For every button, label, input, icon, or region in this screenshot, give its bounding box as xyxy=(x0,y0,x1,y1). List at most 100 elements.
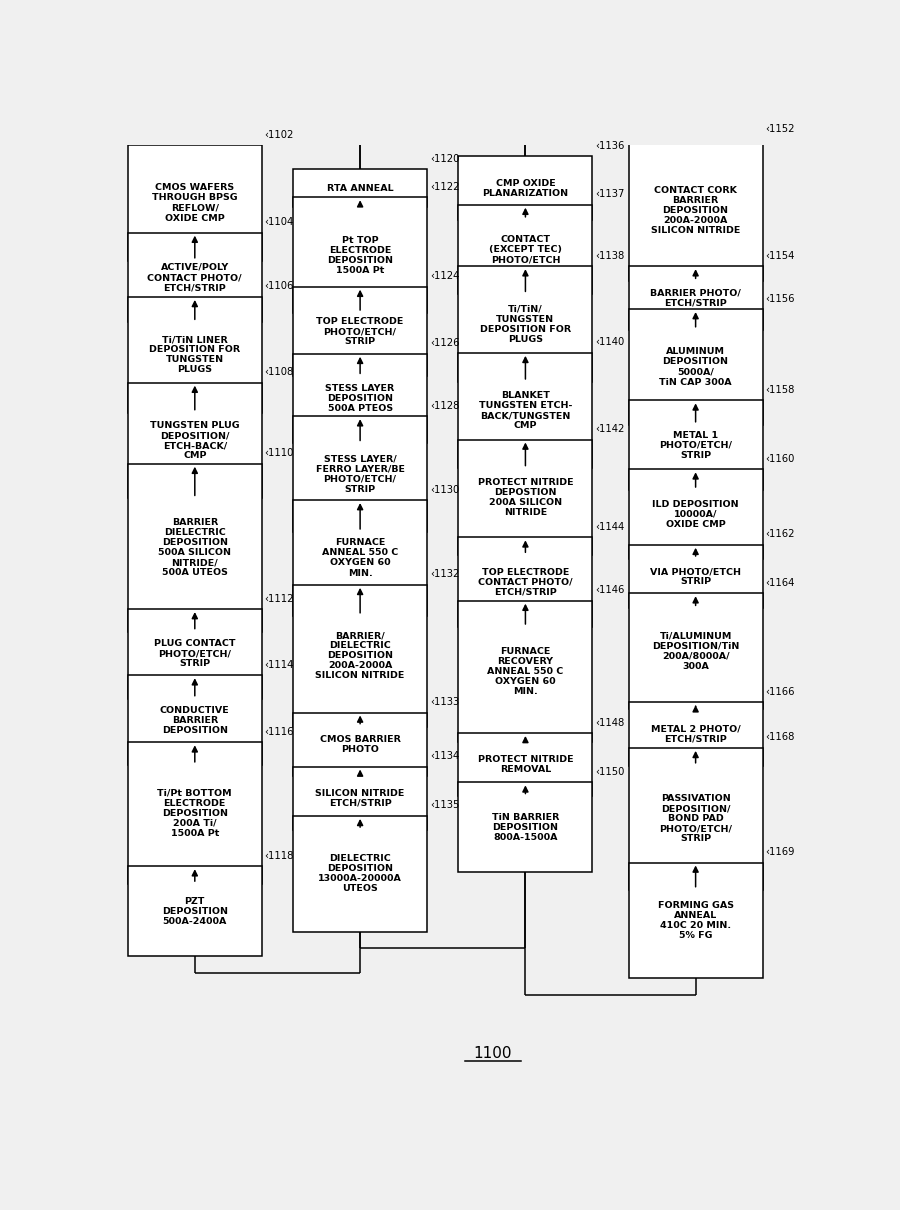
Text: ‹1106: ‹1106 xyxy=(265,282,294,292)
Bar xyxy=(458,439,592,555)
Bar xyxy=(293,287,428,376)
Bar xyxy=(458,266,592,382)
Bar xyxy=(293,500,428,616)
Text: ‹1133: ‹1133 xyxy=(430,697,459,707)
Text: PASSIVATION
DEPOSITION/
BOND PAD
PHOTO/ETCH/
STRIP: PASSIVATION DEPOSITION/ BOND PAD PHOTO/E… xyxy=(659,794,732,843)
Bar xyxy=(628,310,762,425)
Bar xyxy=(293,816,428,932)
Bar xyxy=(628,469,762,559)
Text: ‹1146: ‹1146 xyxy=(595,586,625,595)
Bar xyxy=(128,463,262,632)
Bar xyxy=(628,593,762,709)
Text: ‹1124: ‹1124 xyxy=(430,271,459,281)
Bar xyxy=(628,748,762,889)
Text: METAL 2 PHOTO/
ETCH/STRIP: METAL 2 PHOTO/ ETCH/STRIP xyxy=(651,725,741,744)
Text: RTA ANNEAL: RTA ANNEAL xyxy=(327,184,393,192)
Bar xyxy=(293,197,428,313)
Text: 1100: 1100 xyxy=(473,1047,512,1061)
Text: CONDUCTIVE
BARRIER
DEPOSITION: CONDUCTIVE BARRIER DEPOSITION xyxy=(160,705,230,734)
Text: Ti/ALUMINUM
DEPOSITION/TiN
200A/8000A/
300A: Ti/ALUMINUM DEPOSITION/TiN 200A/8000A/ 3… xyxy=(652,632,739,670)
Bar xyxy=(293,584,428,726)
Bar xyxy=(293,767,428,830)
Text: ALUMINUM
DEPOSITION
5000A/
TiN CAP 300A: ALUMINUM DEPOSITION 5000A/ TiN CAP 300A xyxy=(660,347,732,386)
Bar xyxy=(128,145,262,260)
Bar xyxy=(458,204,592,294)
Text: PLUG CONTACT
PHOTO/ETCH/
STRIP: PLUG CONTACT PHOTO/ETCH/ STRIP xyxy=(154,639,236,668)
Text: ‹1122: ‹1122 xyxy=(430,182,459,192)
Bar xyxy=(293,713,428,776)
Text: TOP ELECTRODE
CONTACT PHOTO/
ETCH/STRIP: TOP ELECTRODE CONTACT PHOTO/ ETCH/STRIP xyxy=(478,567,572,597)
Text: ‹1130: ‹1130 xyxy=(430,484,459,495)
Text: TOP ELECTRODE
PHOTO/ETCH/
STRIP: TOP ELECTRODE PHOTO/ETCH/ STRIP xyxy=(317,317,404,346)
Text: BARRIER
DIELECTRIC
DEPOSITION
500A SILICON
NITRIDE/
500A UTEOS: BARRIER DIELECTRIC DEPOSITION 500A SILIC… xyxy=(158,518,231,577)
Text: Pt TOP
ELECTRODE
DEPOSITION
1500A Pt: Pt TOP ELECTRODE DEPOSITION 1500A Pt xyxy=(327,236,393,275)
Text: ‹1144: ‹1144 xyxy=(595,522,625,532)
Text: ‹1116: ‹1116 xyxy=(265,727,294,737)
Text: ‹1164: ‹1164 xyxy=(765,577,795,588)
Bar xyxy=(128,232,262,322)
Text: FURNACE
RECOVERY
ANNEAL 550 C
OXYGEN 60
MIN.: FURNACE RECOVERY ANNEAL 550 C OXYGEN 60 … xyxy=(487,647,563,696)
Text: ‹1126: ‹1126 xyxy=(430,339,459,348)
Text: ‹1135: ‹1135 xyxy=(430,801,459,811)
Bar xyxy=(458,601,592,743)
Text: TUNGSTEN PLUG
DEPOSITION/
ETCH-BACK/
CMP: TUNGSTEN PLUG DEPOSITION/ ETCH-BACK/ CMP xyxy=(150,421,239,460)
Text: TiN BARRIER
DEPOSITION
800A-1500A: TiN BARRIER DEPOSITION 800A-1500A xyxy=(491,813,559,842)
Text: FORMING GAS
ANNEAL
410C 20 MIN.
5% FG: FORMING GAS ANNEAL 410C 20 MIN. 5% FG xyxy=(658,900,734,940)
Text: SILICON NITRIDE
ETCH/STRIP: SILICON NITRIDE ETCH/STRIP xyxy=(315,789,405,808)
Text: PROTECT NITRIDE
REMOVAL: PROTECT NITRIDE REMOVAL xyxy=(478,755,573,774)
Text: CONTACT CORK
BARRIER
DEPOSITION
200A-2000A
SILICON NITRIDE: CONTACT CORK BARRIER DEPOSITION 200A-200… xyxy=(651,186,741,235)
Text: ‹1154: ‹1154 xyxy=(765,250,795,260)
Bar xyxy=(128,866,262,956)
Text: ‹1110: ‹1110 xyxy=(265,448,294,459)
Bar xyxy=(293,416,428,532)
Text: CONTACT
(EXCEPT TEC)
PHOTO/ETCH: CONTACT (EXCEPT TEC) PHOTO/ETCH xyxy=(489,235,562,264)
Text: ‹1120: ‹1120 xyxy=(430,154,459,163)
Text: ‹1160: ‹1160 xyxy=(765,454,795,463)
Text: ‹1166: ‹1166 xyxy=(765,687,795,697)
Text: BARRIER PHOTO/
ETCH/STRIP: BARRIER PHOTO/ ETCH/STRIP xyxy=(650,288,741,307)
Text: ‹1108: ‹1108 xyxy=(265,367,293,378)
Bar xyxy=(458,353,592,468)
Text: METAL 1
PHOTO/ETCH/
STRIP: METAL 1 PHOTO/ETCH/ STRIP xyxy=(659,431,732,460)
Bar xyxy=(128,675,262,765)
Text: ‹1134: ‹1134 xyxy=(430,751,459,761)
Text: Ti/TiN/
TUNGSTEN
DEPOSITION FOR
PLUGS: Ti/TiN/ TUNGSTEN DEPOSITION FOR PLUGS xyxy=(480,305,571,344)
Text: ‹1150: ‹1150 xyxy=(595,767,625,777)
Text: ‹1156: ‹1156 xyxy=(765,294,795,304)
Text: VIA PHOTO/ETCH
STRIP: VIA PHOTO/ETCH STRIP xyxy=(650,567,741,586)
Bar xyxy=(458,537,592,627)
Bar xyxy=(458,733,592,796)
Text: ILD DEPOSITION
10000A/
OXIDE CMP: ILD DEPOSITION 10000A/ OXIDE CMP xyxy=(652,500,739,529)
Text: ‹1138: ‹1138 xyxy=(595,250,625,260)
Text: ‹1104: ‹1104 xyxy=(265,217,293,227)
Text: PZT
DEPOSITION
500A-2400A: PZT DEPOSITION 500A-2400A xyxy=(162,897,228,926)
Text: ‹1114: ‹1114 xyxy=(265,659,294,670)
Bar xyxy=(628,863,762,978)
Text: BLANKET
TUNGSTEN ETCH-
BACK/TUNGSTEN
CMP: BLANKET TUNGSTEN ETCH- BACK/TUNGSTEN CMP xyxy=(479,391,572,431)
Text: Ti/TiN LINER
DEPOSITION FOR
TUNGSTEN
PLUGS: Ti/TiN LINER DEPOSITION FOR TUNGSTEN PLU… xyxy=(149,335,240,374)
Bar xyxy=(458,783,592,872)
Text: BARRIER/
DIELECTRIC
DEPOSITION
200A-2000A
SILICON NITRIDE: BARRIER/ DIELECTRIC DEPOSITION 200A-2000… xyxy=(315,632,405,680)
Text: ‹1142: ‹1142 xyxy=(595,424,625,434)
Bar xyxy=(128,298,262,413)
Text: ‹1112: ‹1112 xyxy=(265,594,294,604)
Bar xyxy=(628,139,762,281)
Text: CMOS BARRIER
PHOTO: CMOS BARRIER PHOTO xyxy=(320,734,400,754)
Text: ‹1136: ‹1136 xyxy=(595,140,625,151)
Bar xyxy=(128,609,262,698)
Text: ‹1102: ‹1102 xyxy=(265,129,294,139)
Bar xyxy=(458,156,592,220)
Bar xyxy=(628,401,762,490)
Text: ACTIVE/POLY
CONTACT PHOTO/
ETCH/STRIP: ACTIVE/POLY CONTACT PHOTO/ ETCH/STRIP xyxy=(148,263,242,292)
Text: FURNACE
ANNEAL 550 C
OXYGEN 60
MIN.: FURNACE ANNEAL 550 C OXYGEN 60 MIN. xyxy=(322,538,398,577)
Text: ‹1168: ‹1168 xyxy=(765,732,795,743)
Text: CMOS WAFERS
THROUGH BPSG
REFLOW/
OXIDE CMP: CMOS WAFERS THROUGH BPSG REFLOW/ OXIDE C… xyxy=(152,184,238,223)
Text: ‹1118: ‹1118 xyxy=(265,851,294,860)
Bar xyxy=(628,544,762,609)
Text: ‹1158: ‹1158 xyxy=(765,385,795,394)
Text: ‹1148: ‹1148 xyxy=(595,718,625,727)
Text: STESS LAYER/
FERRO LAYER/BE
PHOTO/ETCH/
STRIP: STESS LAYER/ FERRO LAYER/BE PHOTO/ETCH/ … xyxy=(316,455,405,494)
Bar xyxy=(628,702,762,766)
Text: ‹1152: ‹1152 xyxy=(765,123,795,134)
Text: DIELECTRIC
DEPOSITION
13000A-20000A
UTEOS: DIELECTRIC DEPOSITION 13000A-20000A UTEO… xyxy=(319,854,402,893)
